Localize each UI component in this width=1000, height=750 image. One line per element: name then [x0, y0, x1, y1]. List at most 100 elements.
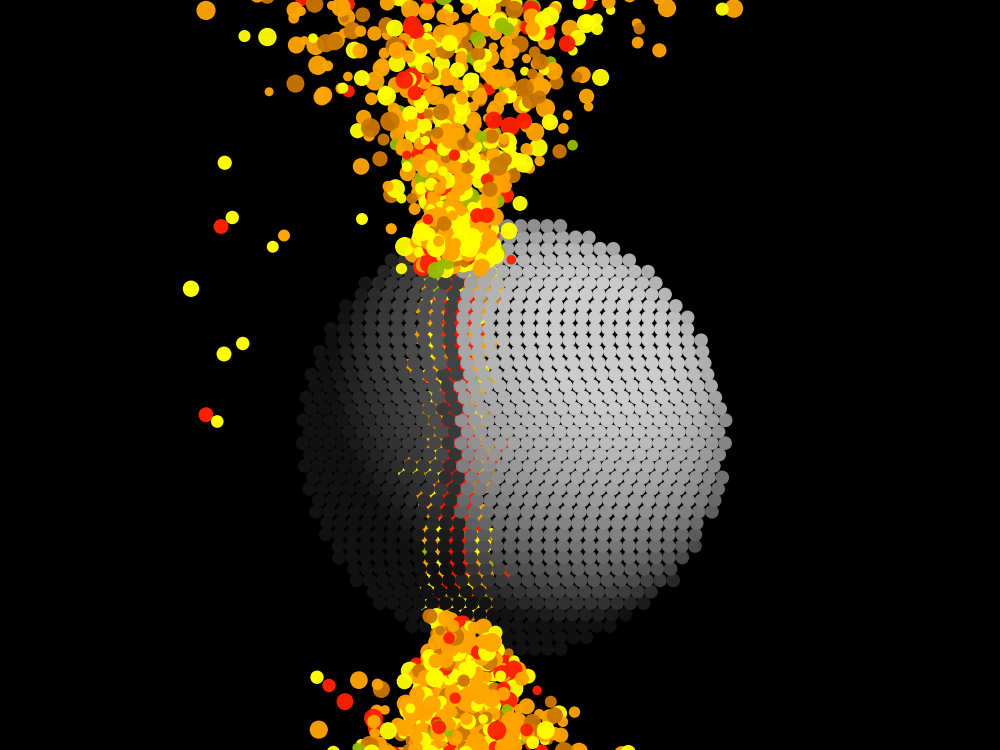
Circle shape — [473, 284, 487, 298]
Circle shape — [649, 368, 661, 381]
Circle shape — [475, 252, 488, 265]
Circle shape — [523, 266, 535, 278]
Circle shape — [475, 534, 492, 552]
Circle shape — [499, 170, 512, 182]
Circle shape — [585, 517, 597, 530]
Circle shape — [421, 321, 432, 332]
Circle shape — [448, 632, 461, 644]
Circle shape — [441, 648, 456, 662]
Circle shape — [446, 457, 458, 470]
Circle shape — [458, 392, 471, 404]
Circle shape — [371, 403, 383, 415]
Circle shape — [378, 334, 390, 346]
Circle shape — [521, 437, 533, 449]
Circle shape — [449, 240, 465, 256]
Circle shape — [396, 40, 406, 51]
Circle shape — [465, 112, 481, 128]
Circle shape — [466, 649, 481, 664]
Circle shape — [455, 289, 472, 306]
Circle shape — [415, 506, 428, 518]
Circle shape — [445, 470, 459, 484]
Circle shape — [467, 586, 477, 596]
Circle shape — [466, 222, 481, 238]
Circle shape — [444, 26, 462, 44]
Circle shape — [444, 266, 456, 278]
Circle shape — [462, 220, 479, 237]
Circle shape — [441, 72, 453, 85]
Circle shape — [333, 471, 346, 484]
Circle shape — [617, 300, 629, 312]
Circle shape — [471, 74, 478, 82]
Circle shape — [473, 650, 486, 664]
Circle shape — [463, 558, 472, 568]
Circle shape — [442, 429, 451, 438]
Circle shape — [472, 346, 484, 358]
Circle shape — [408, 92, 422, 105]
Circle shape — [430, 698, 441, 709]
Circle shape — [443, 460, 456, 473]
Circle shape — [500, 669, 515, 685]
Circle shape — [478, 277, 490, 290]
Circle shape — [454, 484, 467, 496]
Circle shape — [465, 254, 477, 266]
Circle shape — [569, 231, 582, 244]
Circle shape — [656, 494, 668, 506]
Circle shape — [515, 643, 527, 655]
Circle shape — [528, 643, 540, 655]
Circle shape — [472, 407, 486, 422]
Circle shape — [540, 483, 553, 495]
Circle shape — [480, 744, 493, 750]
Circle shape — [351, 460, 364, 472]
Circle shape — [523, 460, 535, 472]
Circle shape — [453, 638, 463, 648]
Circle shape — [555, 742, 573, 750]
Circle shape — [379, 300, 391, 312]
Circle shape — [448, 692, 459, 702]
Circle shape — [479, 644, 495, 661]
Circle shape — [444, 156, 462, 174]
Circle shape — [514, 289, 526, 301]
Circle shape — [435, 626, 445, 634]
Circle shape — [496, 460, 509, 472]
Circle shape — [476, 346, 487, 358]
Circle shape — [455, 478, 469, 492]
Circle shape — [303, 425, 315, 438]
Circle shape — [425, 551, 438, 563]
Circle shape — [468, 502, 480, 513]
Circle shape — [492, 70, 506, 86]
Circle shape — [359, 529, 372, 541]
Circle shape — [441, 305, 458, 322]
Circle shape — [617, 392, 629, 404]
Circle shape — [598, 562, 611, 575]
Circle shape — [369, 425, 381, 438]
Circle shape — [461, 262, 474, 274]
Circle shape — [452, 441, 464, 452]
Circle shape — [363, 437, 375, 449]
Circle shape — [428, 575, 437, 585]
Circle shape — [437, 325, 447, 334]
Circle shape — [601, 574, 613, 586]
Circle shape — [460, 545, 477, 562]
Circle shape — [420, 722, 428, 729]
Circle shape — [468, 652, 476, 660]
Circle shape — [457, 266, 469, 278]
Circle shape — [457, 470, 470, 484]
Circle shape — [455, 414, 468, 427]
Circle shape — [523, 322, 535, 335]
Circle shape — [421, 3, 433, 15]
Circle shape — [449, 338, 465, 353]
Circle shape — [611, 471, 623, 484]
Circle shape — [443, 438, 460, 456]
Circle shape — [450, 251, 467, 268]
Circle shape — [474, 483, 487, 495]
Circle shape — [494, 746, 502, 750]
Circle shape — [386, 471, 398, 484]
Circle shape — [458, 300, 471, 312]
Circle shape — [475, 651, 489, 665]
Circle shape — [424, 203, 437, 217]
Circle shape — [577, 620, 590, 632]
Circle shape — [448, 748, 462, 750]
Circle shape — [435, 384, 452, 400]
Circle shape — [439, 662, 452, 674]
Circle shape — [453, 477, 467, 491]
